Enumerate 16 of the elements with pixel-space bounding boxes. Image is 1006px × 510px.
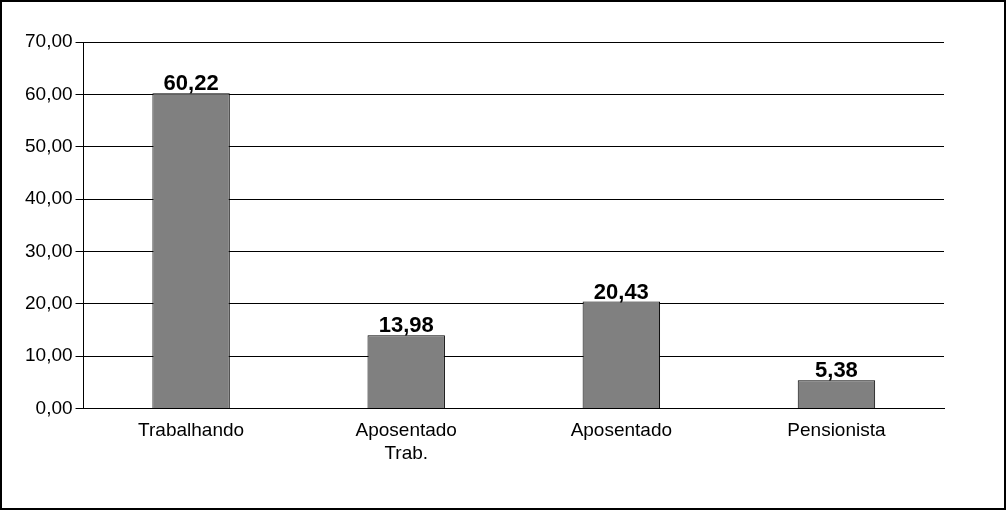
x-tick-label: Trabalhando bbox=[138, 419, 245, 441]
y-tick-label: 10,00 bbox=[25, 344, 73, 366]
x-tick-label: Pensionista bbox=[787, 419, 886, 441]
x-tick-label: Aposentado Trab. bbox=[355, 419, 457, 463]
data-label: 60,22 bbox=[163, 70, 219, 96]
x-tick-label: Aposentado bbox=[570, 419, 673, 441]
data-label: 5,38 bbox=[815, 357, 858, 383]
y-tick-label: 50,00 bbox=[25, 134, 73, 156]
data-label: 20,43 bbox=[593, 278, 649, 304]
y-tick-label: 70,00 bbox=[25, 30, 73, 52]
data-label: 13,98 bbox=[378, 312, 434, 338]
y-tick-label: 0,00 bbox=[35, 396, 73, 418]
y-tick-label: 30,00 bbox=[25, 239, 73, 261]
y-tick-label: 20,00 bbox=[25, 291, 73, 313]
y-tick-label: 60,00 bbox=[25, 82, 73, 104]
y-tick-label: 40,00 bbox=[25, 187, 73, 209]
